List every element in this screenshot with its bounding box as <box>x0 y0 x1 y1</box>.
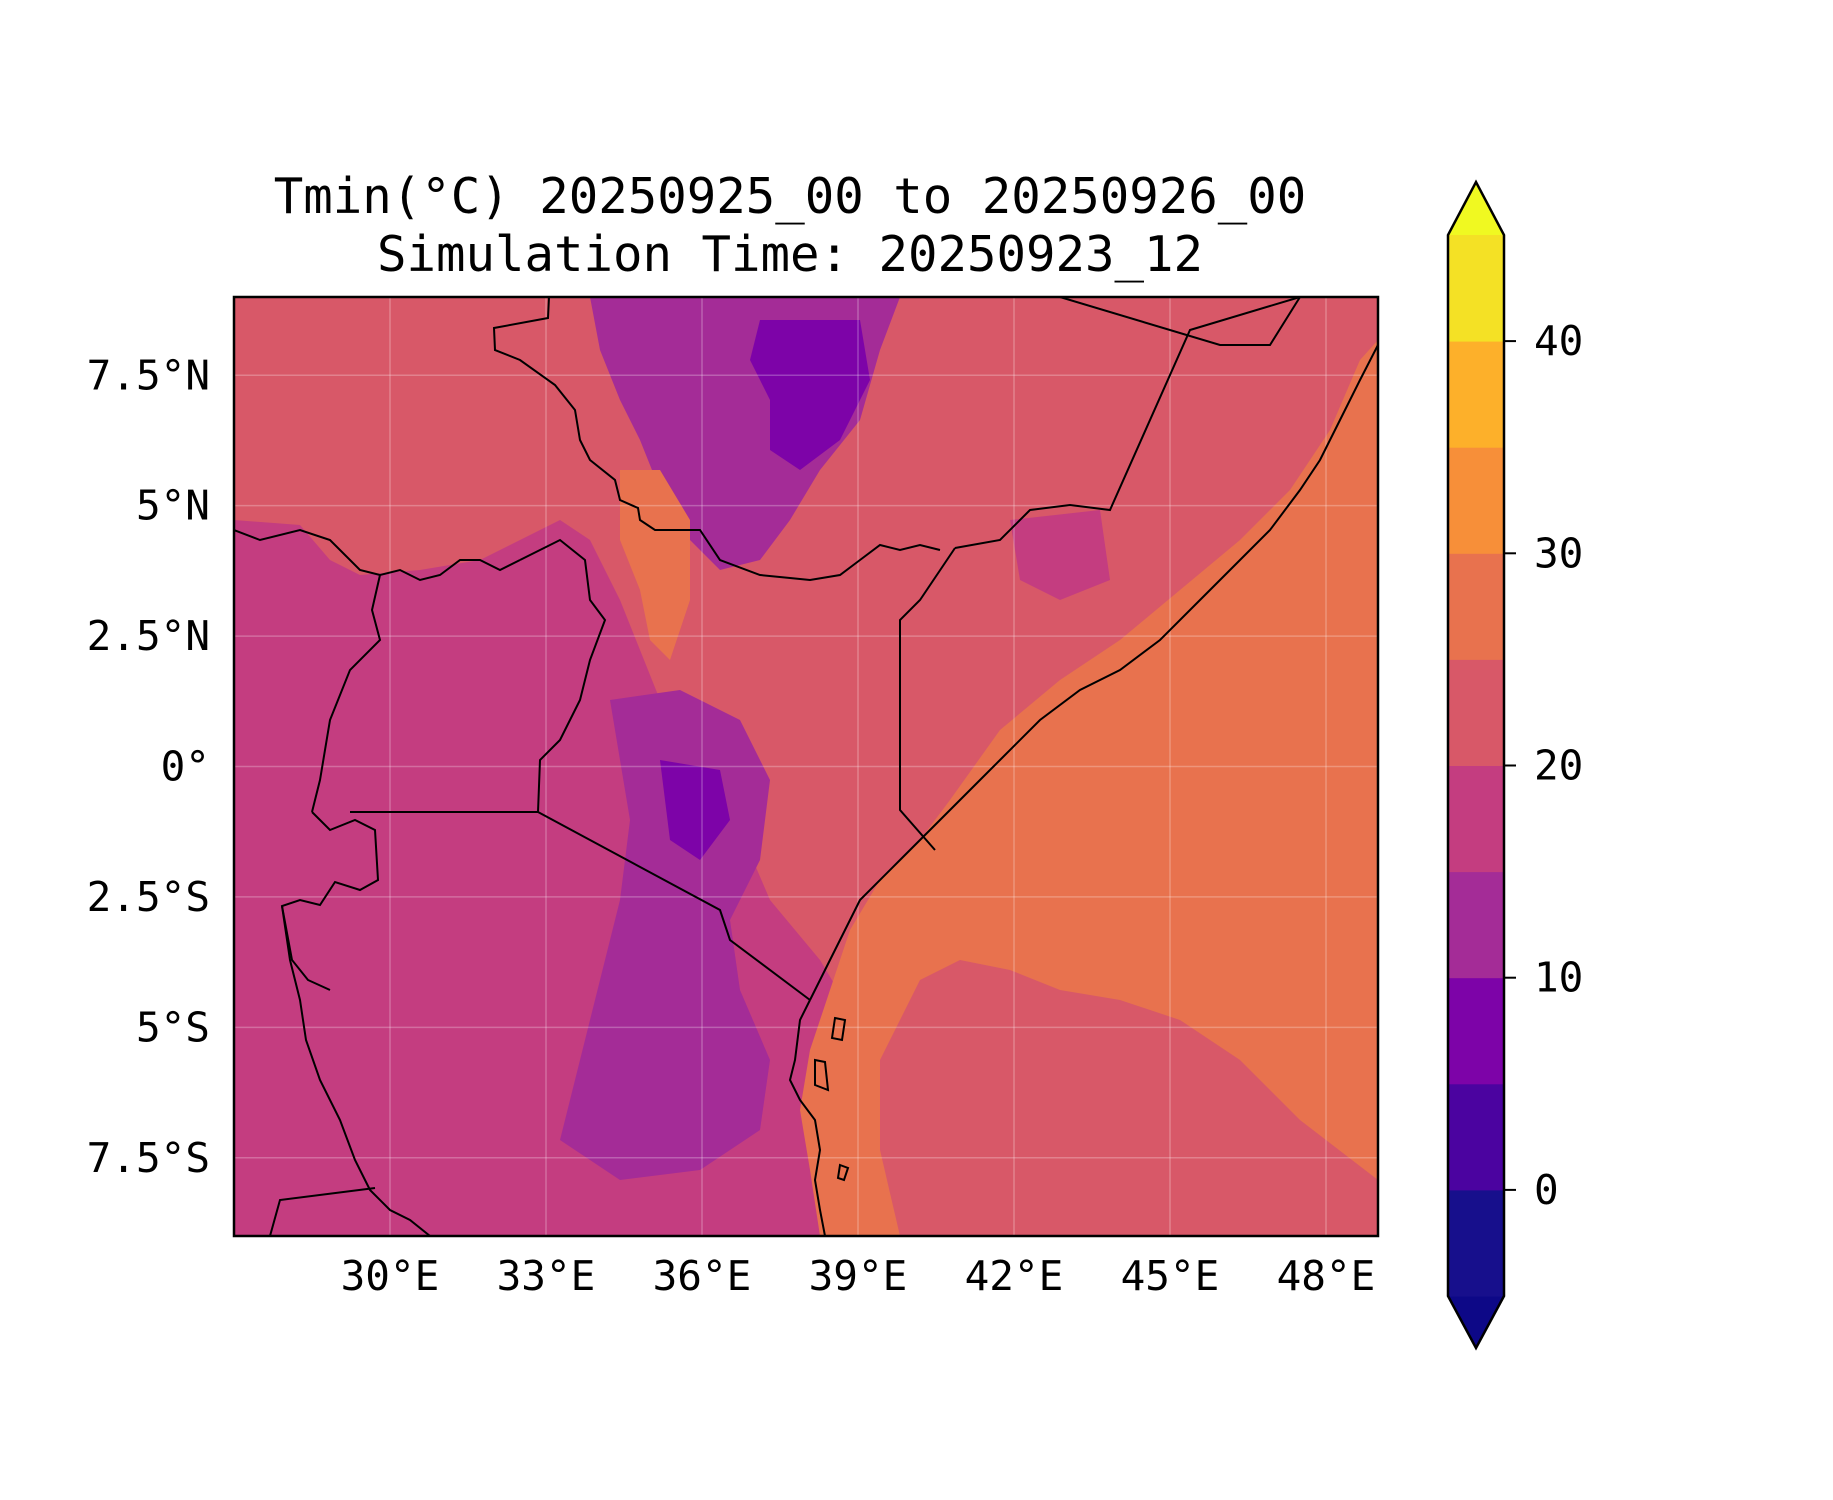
colorbar-segment <box>1448 871 1504 979</box>
x-tick-label: 48°E <box>1277 1252 1376 1300</box>
colorbar-extend-under <box>1448 1296 1504 1348</box>
coastline-tanzania <box>788 999 826 1236</box>
map-frame <box>232 295 1380 1238</box>
y-tick-label: 2.5°S <box>87 873 210 921</box>
colorbar-segment <box>1448 1083 1504 1191</box>
temperature-band-15-20-somalia <box>1010 510 1110 600</box>
colorbar-tick-label: 0 <box>1534 1166 1559 1214</box>
y-tick-label: 5°N <box>136 482 210 530</box>
border-uganda-west <box>311 574 382 813</box>
colorbar-tick-label: 20 <box>1534 742 1583 790</box>
x-tick-label: 39°E <box>809 1252 908 1300</box>
title-line-2: Simulation Time: 20250923_12 <box>376 226 1203 283</box>
y-tick-label: 7.5°S <box>87 1134 210 1182</box>
colorbar-segment <box>1448 235 1504 342</box>
border-ethiopia-somalia <box>954 297 1301 549</box>
y-axis-ticks: 7.5°N 5°N 2.5°N 0° 2.5°S 5°S 7.5°S <box>87 351 210 1182</box>
colorbar-tick-label: 10 <box>1534 954 1583 1002</box>
x-tick-label: 36°E <box>653 1252 752 1300</box>
colorbar-segment <box>1448 765 1504 873</box>
island-zanzibar <box>814 1058 830 1092</box>
y-tick-label: 0° <box>161 743 210 791</box>
colorbar: 0 10 20 30 40 <box>1446 179 1583 1351</box>
title-line-1: Tmin(°C) 20250925_00 to 20250926_00 <box>273 168 1307 225</box>
ocean-nearshore-band <box>880 960 1378 1236</box>
colorbar-segment <box>1448 1189 1504 1297</box>
map-gridlines <box>234 297 1378 1236</box>
colorbar-tick-label: 40 <box>1534 317 1583 365</box>
x-tick-label: 42°E <box>965 1252 1064 1300</box>
colorbar-extend-over <box>1448 182 1504 235</box>
border-uganda-kenya <box>519 538 607 813</box>
colorbar-outline <box>1446 179 1506 1351</box>
colorbar-segment <box>1448 977 1504 1085</box>
border-kenya-somalia <box>899 547 956 851</box>
x-tick-label: 45°E <box>1121 1252 1220 1300</box>
y-tick-label: 7.5°N <box>87 351 210 399</box>
coastline-kenya-somalia <box>809 344 1378 1001</box>
colorbar-tick-label: 30 <box>1534 529 1583 577</box>
temperature-band-25-30-turkana <box>620 470 690 660</box>
border-south-sudan-sudan <box>492 297 941 582</box>
x-tick-label: 30°E <box>341 1252 440 1300</box>
country-borders <box>234 297 1378 1236</box>
border-rwanda-burundi <box>280 811 380 991</box>
colorbar-segment <box>1448 447 1504 554</box>
border-tanzania-north <box>350 811 811 1001</box>
island-mafia <box>836 1163 850 1182</box>
temperature-band-5-10-ethiopia <box>750 320 870 470</box>
border-uganda-drc <box>234 528 521 582</box>
y-tick-label: 2.5°N <box>87 612 210 660</box>
border-ethiopia-somaliland <box>1059 297 1301 346</box>
border-tanzania-drc <box>281 905 431 1236</box>
colorbar-segment <box>1448 341 1504 448</box>
y-tick-label: 5°S <box>136 1003 210 1051</box>
x-axis-ticks: 30°E 33°E 36°E 39°E 42°E 45°E 48°E <box>341 1252 1376 1300</box>
island-pemba <box>830 1016 847 1042</box>
colorbar-segment <box>1448 659 1504 766</box>
x-tick-label: 33°E <box>497 1252 596 1300</box>
map-plot-area <box>234 297 1378 1236</box>
temperature-band-5-10-rift <box>660 760 730 860</box>
border-zambia <box>269 1187 376 1236</box>
colorbar-segment <box>1448 553 1504 660</box>
